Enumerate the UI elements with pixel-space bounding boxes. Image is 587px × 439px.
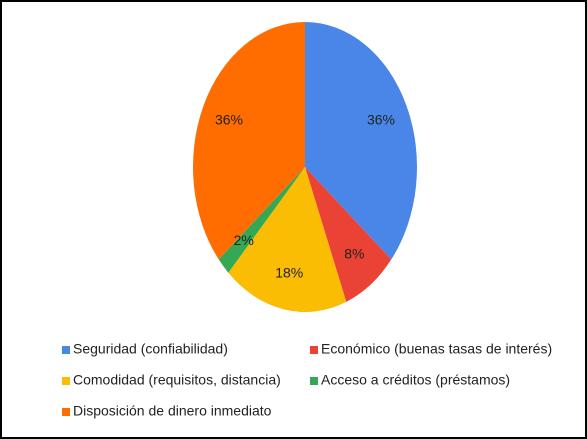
- slice-label: 8%: [344, 246, 364, 262]
- legend-label: Acceso a créditos (préstamos): [321, 372, 510, 388]
- legend-marker: [310, 377, 318, 385]
- slice-label: 36%: [215, 111, 243, 127]
- legend-marker: [310, 346, 318, 354]
- legend-label: Comodidad (requisitos, distancia): [73, 372, 281, 388]
- legend-marker: [62, 377, 70, 385]
- legend-marker: [62, 408, 70, 416]
- pie-slice: [305, 22, 417, 260]
- pie-slice: [218, 167, 305, 273]
- legend-label: Disposición de dinero inmediato: [73, 403, 272, 419]
- legend-label: Económico (buenas tasas de interés): [321, 341, 552, 357]
- legend-marker: [62, 346, 70, 354]
- slice-label: 18%: [275, 265, 303, 281]
- slice-label: 36%: [367, 111, 395, 127]
- pie-slice: [305, 167, 392, 302]
- slice-label: 2%: [234, 232, 254, 248]
- pie-slice: [228, 167, 347, 312]
- pie-slice: [193, 22, 305, 260]
- legend-label: Seguridad (confiabilidad): [73, 341, 228, 357]
